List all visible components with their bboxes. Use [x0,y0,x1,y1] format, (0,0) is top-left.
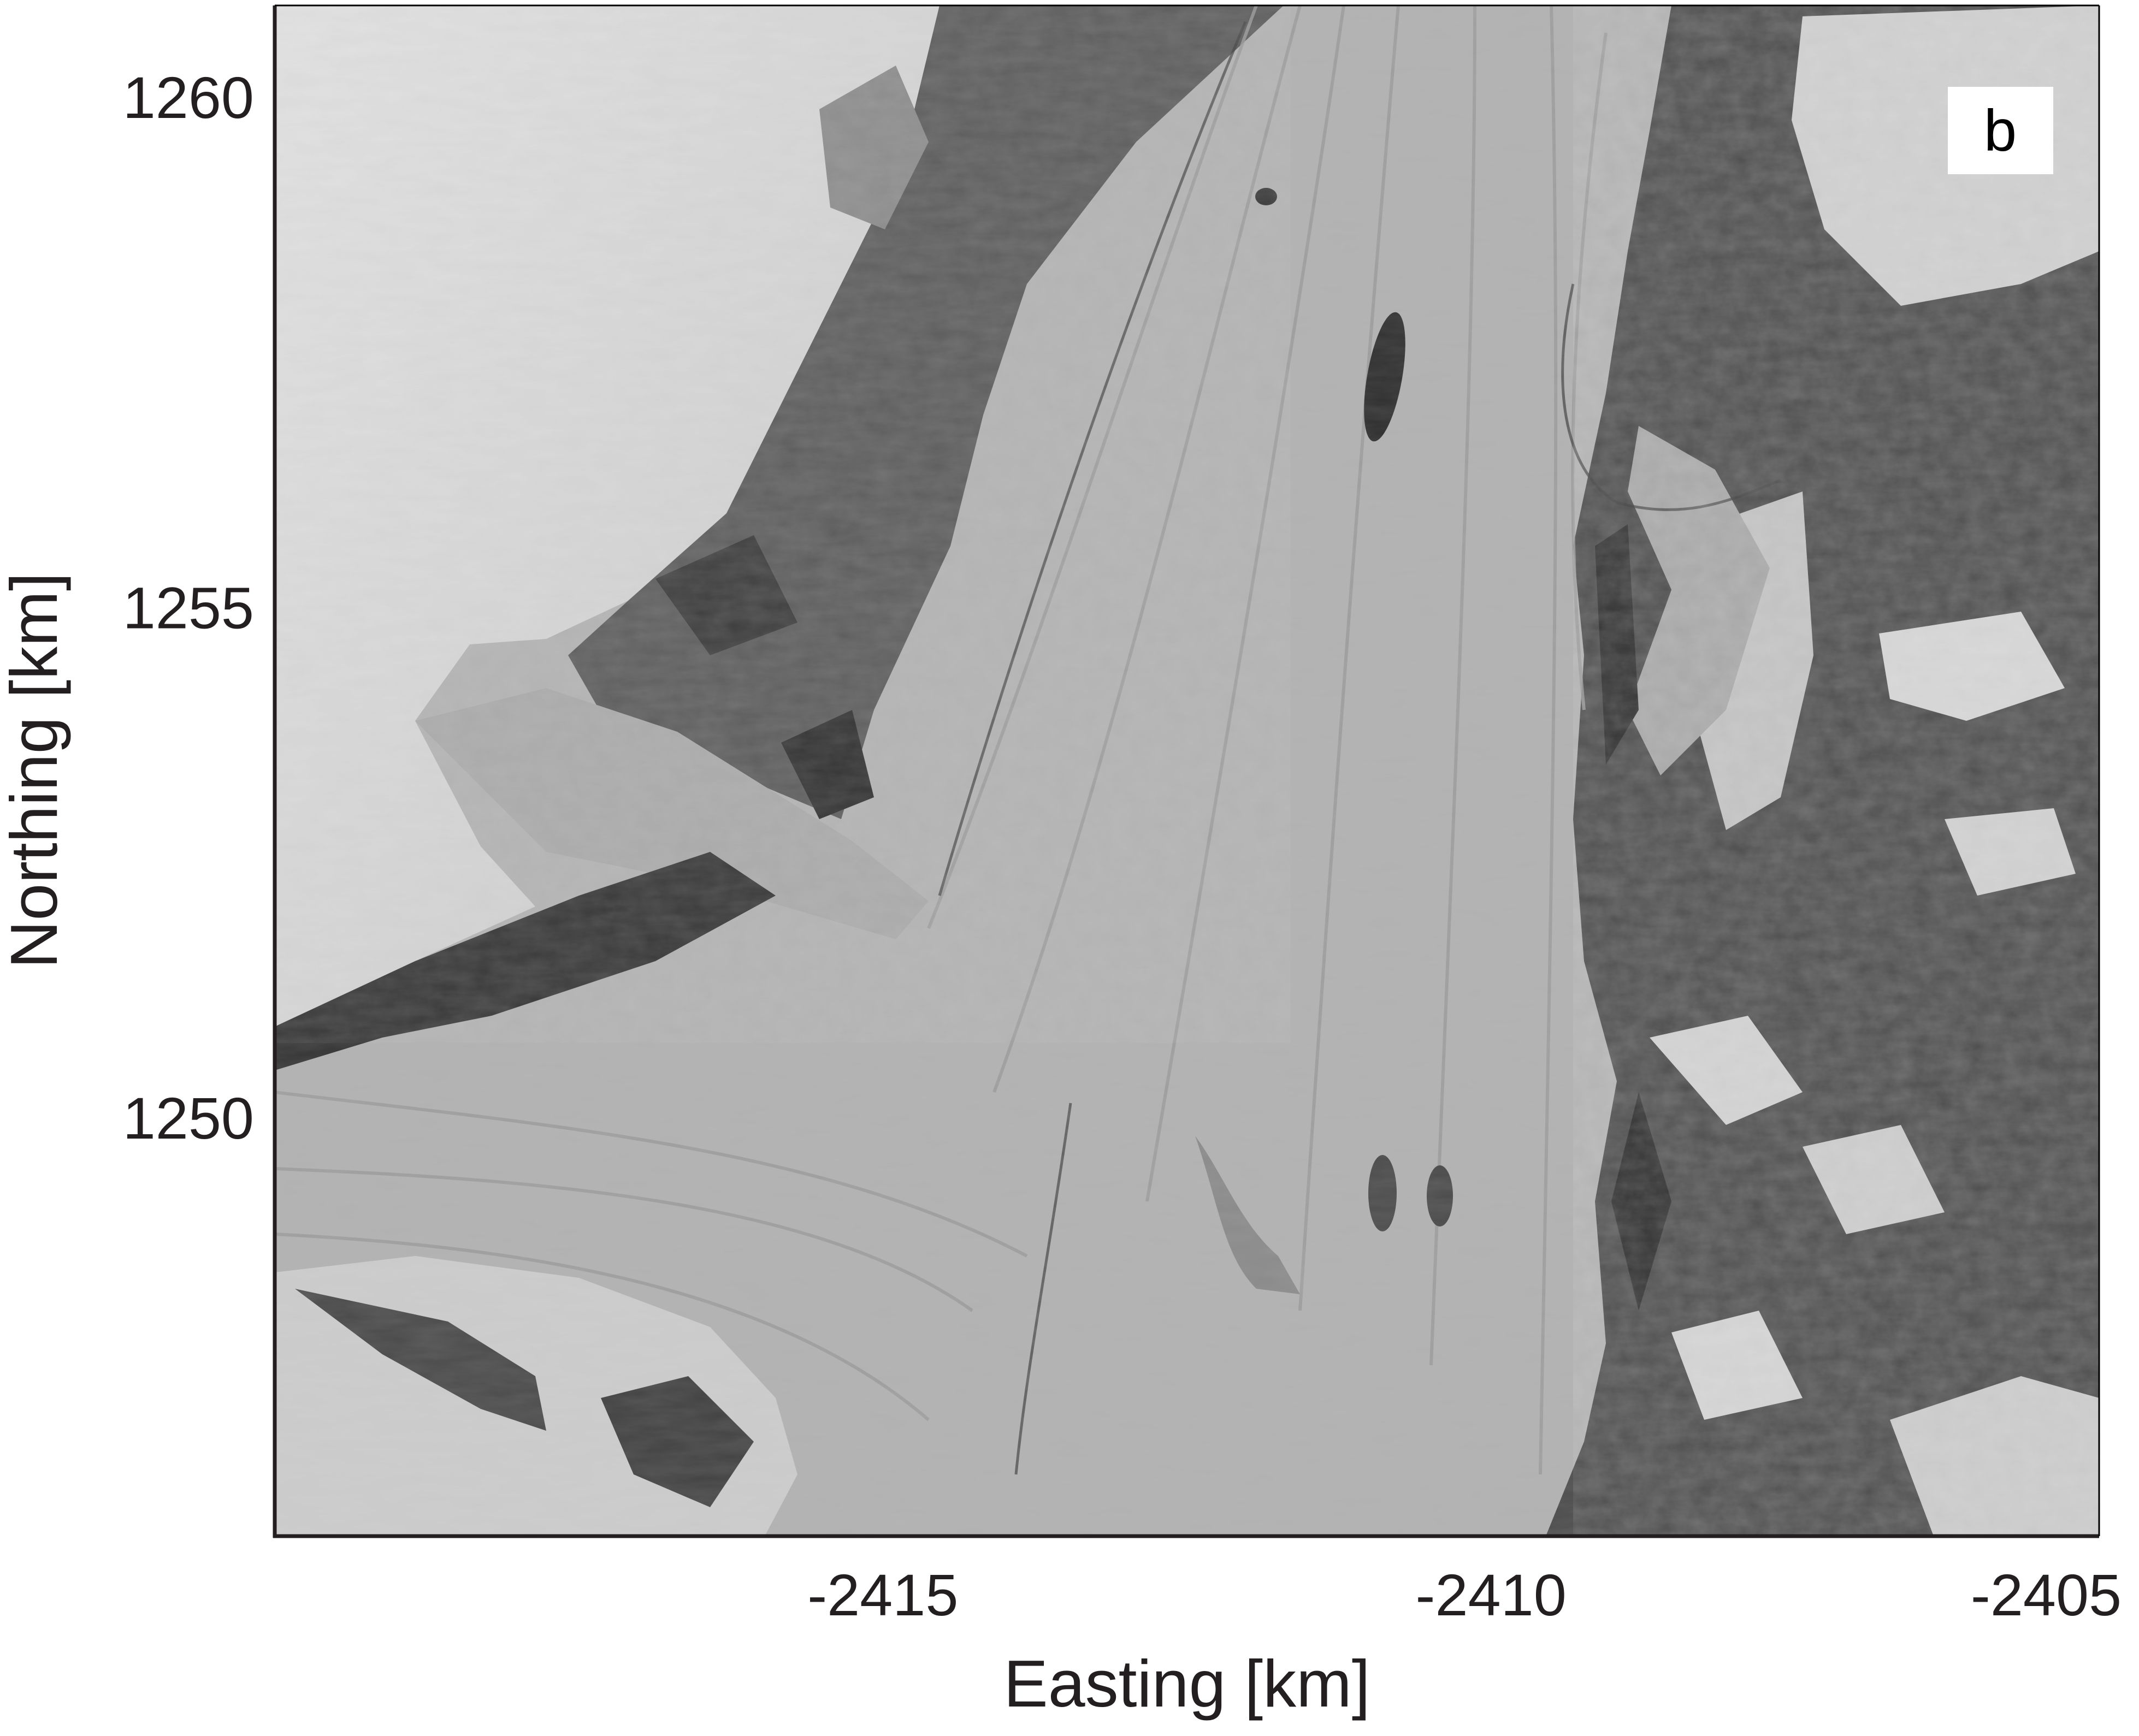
panel-label-box: b [1948,87,2053,174]
y-tick-label: 1250 [123,1085,254,1151]
y-tick-label: 1255 [123,575,254,641]
x-tick-label: -2410 [1416,1562,1567,1628]
x-tick-label: -2415 [807,1562,958,1628]
panel-label: b [1984,97,2017,163]
y-tick-label: 1260 [123,64,254,131]
x-tick-labels: -2415 -2410 -2405 [807,1562,2122,1628]
x-axis-label: Easting [km] [1003,1646,1370,1721]
y-axis-label: Northing [km] [0,572,71,968]
x-tick-label: -2405 [1971,1562,2122,1628]
satellite-image [275,5,2099,1536]
y-tick-labels: 1260 1255 1250 [123,64,254,1151]
axes [273,4,2100,1538]
